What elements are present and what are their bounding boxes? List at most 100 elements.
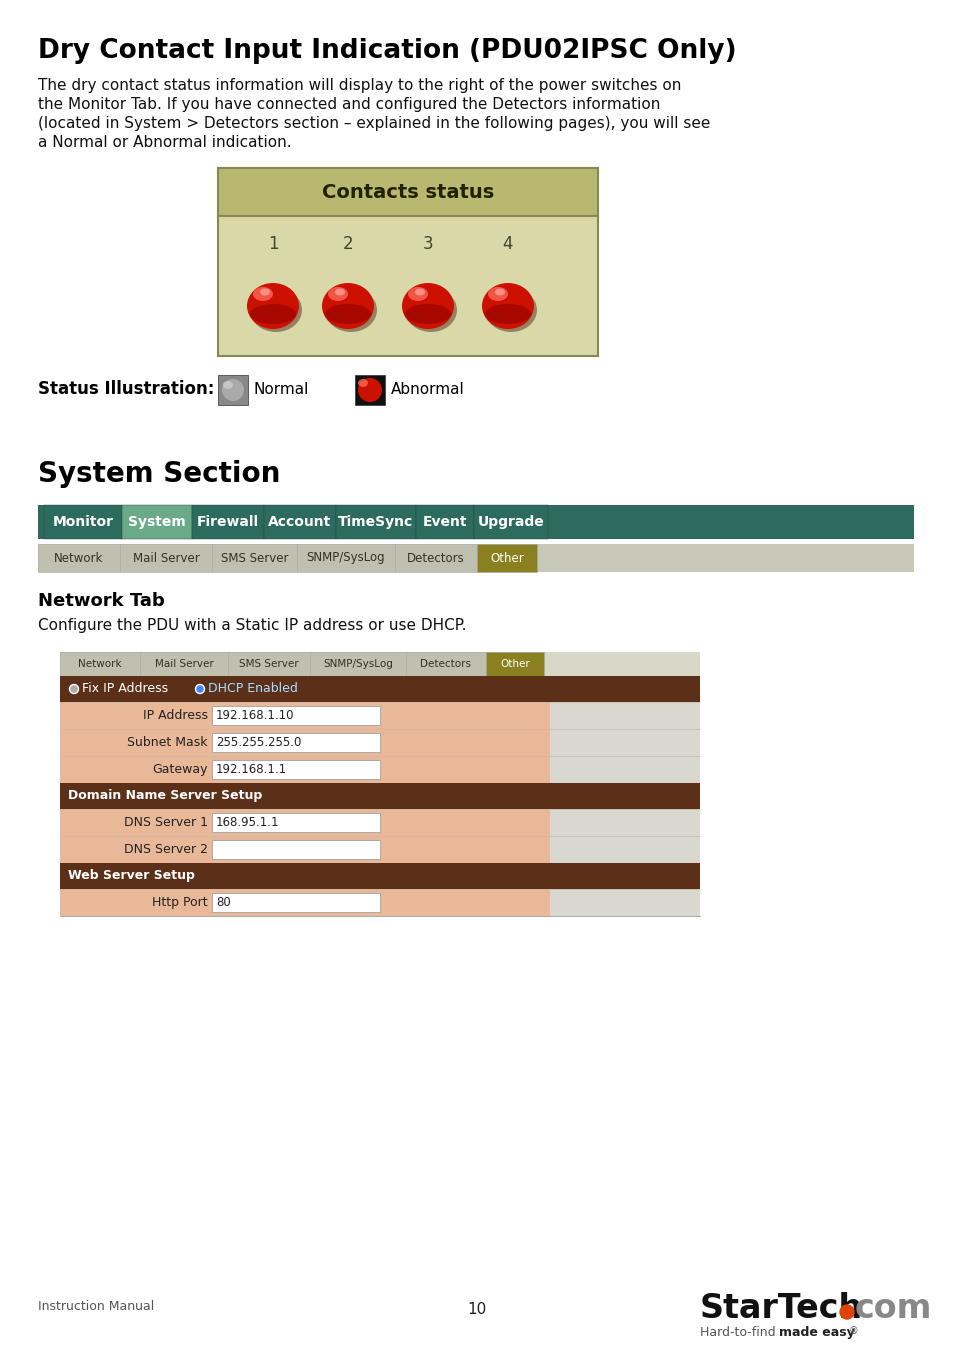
Ellipse shape (195, 685, 204, 694)
Text: ®: ® (848, 1326, 858, 1336)
Ellipse shape (253, 286, 273, 301)
Text: SMS Server: SMS Server (220, 551, 288, 565)
Ellipse shape (484, 288, 537, 332)
Ellipse shape (495, 288, 504, 296)
Text: TimeSync: TimeSync (338, 515, 414, 529)
Ellipse shape (322, 282, 374, 330)
Ellipse shape (481, 282, 534, 330)
Bar (60, 863, 700, 889)
Text: DNS Server 2: DNS Server 2 (124, 843, 208, 855)
Ellipse shape (70, 685, 78, 694)
Bar (218, 168, 598, 356)
Bar (212, 760, 379, 779)
Ellipse shape (222, 379, 244, 401)
Bar (550, 756, 700, 783)
Ellipse shape (325, 304, 371, 324)
Text: Abnormal: Abnormal (391, 382, 464, 397)
Bar (212, 841, 379, 859)
Text: Configure the PDU with a Static IP address or use DHCP.: Configure the PDU with a Static IP addre… (38, 617, 466, 633)
Bar (192, 504, 264, 539)
Text: Instruction Manual: Instruction Manual (38, 1301, 154, 1313)
Bar (60, 729, 700, 756)
Text: Mail Server: Mail Server (154, 659, 213, 668)
Ellipse shape (250, 288, 302, 332)
Text: Event: Event (422, 515, 467, 529)
Ellipse shape (223, 381, 233, 389)
Bar (416, 504, 474, 539)
Text: Account: Account (268, 515, 332, 529)
Text: Dry Contact Input Indication (PDU02IPSC Only): Dry Contact Input Indication (PDU02IPSC … (38, 38, 736, 65)
Text: SNMP/SysLog: SNMP/SysLog (306, 551, 385, 565)
Bar (543, 652, 700, 677)
Bar (140, 652, 228, 677)
Bar (212, 812, 379, 833)
Ellipse shape (328, 286, 348, 301)
Bar (212, 706, 379, 725)
Text: Fix IP Address: Fix IP Address (82, 682, 168, 695)
Text: 168.95.1.1: 168.95.1.1 (215, 816, 279, 829)
Text: Hard-to-find: Hard-to-find (700, 1326, 779, 1340)
Bar (122, 504, 192, 539)
Text: DHCP Enabled: DHCP Enabled (208, 682, 297, 695)
Text: IP Address: IP Address (143, 709, 208, 722)
Bar (395, 543, 476, 572)
Bar (60, 677, 700, 702)
Ellipse shape (247, 282, 298, 330)
Bar (218, 168, 598, 217)
Bar (228, 652, 310, 677)
Text: Upgrade: Upgrade (477, 515, 544, 529)
Text: DNS Server 1: DNS Server 1 (124, 816, 208, 829)
Text: Other: Other (490, 551, 523, 565)
Text: 255.255.255.0: 255.255.255.0 (215, 736, 301, 749)
Text: Subnet Mask: Subnet Mask (128, 736, 208, 749)
Bar (264, 504, 335, 539)
Text: 80: 80 (215, 896, 231, 909)
Text: Other: Other (499, 659, 529, 668)
Text: SNMP/SysLog: SNMP/SysLog (323, 659, 393, 668)
Text: 1: 1 (268, 235, 278, 253)
Ellipse shape (250, 304, 295, 324)
Bar (38, 504, 913, 539)
Bar (38, 504, 44, 539)
Text: SMS Server: SMS Server (239, 659, 298, 668)
Bar (550, 702, 700, 729)
Text: 3: 3 (422, 235, 433, 253)
Text: Monitor: Monitor (52, 515, 113, 529)
Ellipse shape (325, 288, 376, 332)
Bar (60, 702, 700, 729)
Bar (212, 543, 296, 572)
Text: Firewall: Firewall (196, 515, 259, 529)
Text: System: System (128, 515, 186, 529)
Bar (44, 504, 122, 539)
Text: StarTech: StarTech (700, 1293, 862, 1325)
Bar (335, 504, 416, 539)
Text: Mail Server: Mail Server (132, 551, 199, 565)
Text: System Section: System Section (38, 460, 280, 488)
Ellipse shape (335, 288, 345, 296)
Ellipse shape (405, 304, 451, 324)
Ellipse shape (357, 379, 368, 387)
Ellipse shape (357, 378, 381, 402)
Bar (355, 375, 385, 405)
Bar (212, 893, 379, 912)
Bar (60, 652, 700, 677)
Bar (406, 652, 485, 677)
Ellipse shape (405, 288, 456, 332)
Text: (located in System > Detectors section – explained in the following pages), you : (located in System > Detectors section –… (38, 116, 710, 130)
Ellipse shape (401, 282, 454, 330)
Bar (550, 808, 700, 837)
Bar (60, 808, 700, 837)
Text: 192.168.1.1: 192.168.1.1 (215, 763, 287, 776)
Bar (60, 756, 700, 783)
Text: Http Port: Http Port (152, 896, 208, 909)
Text: Detectors: Detectors (407, 551, 464, 565)
Text: Gateway: Gateway (152, 763, 208, 776)
Text: Status Illustration:: Status Illustration: (38, 381, 214, 398)
Text: Web Server Setup: Web Server Setup (68, 869, 194, 882)
Text: a Normal or Abnormal indication.: a Normal or Abnormal indication. (38, 134, 292, 151)
Ellipse shape (488, 286, 507, 301)
Bar (120, 543, 212, 572)
Bar (218, 375, 248, 405)
Bar (476, 543, 537, 572)
Ellipse shape (408, 286, 428, 301)
